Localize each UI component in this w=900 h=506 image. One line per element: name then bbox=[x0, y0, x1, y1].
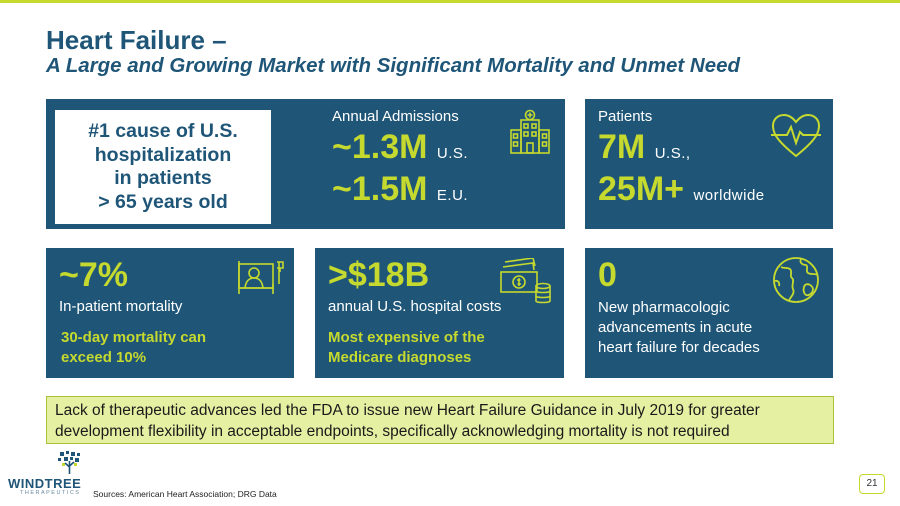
admissions-us-value: ~1.3M bbox=[332, 128, 428, 166]
admissions-us: ~1.3M U.S. bbox=[332, 129, 468, 172]
money-icon bbox=[500, 258, 551, 304]
costs-card: >$18B annual U.S. hospital costs Most ex… bbox=[315, 248, 564, 378]
patients-us-value: 7M bbox=[598, 128, 646, 166]
costs-note-line: Most expensive of the bbox=[328, 329, 485, 346]
globe-icon bbox=[773, 257, 819, 303]
windtree-logo-sub: THERAPEUTICS bbox=[20, 490, 81, 496]
mortality-card: ~7% In-patient mortality 30-day mortalit… bbox=[46, 248, 294, 378]
advancements-label: New pharmacologic advancements in acute … bbox=[598, 298, 760, 358]
patients-world-value: 25M+ bbox=[598, 170, 684, 208]
mortality-note-line: exceed 10% bbox=[61, 349, 147, 366]
admissions-eu: ~1.5M E.U. bbox=[332, 171, 468, 214]
hospital-icon bbox=[510, 109, 550, 154]
mortality-note: 30-day mortality can exceed 10% bbox=[61, 328, 206, 368]
advancements-label-line: advancements in acute bbox=[598, 319, 753, 336]
mortality-value: ~7% bbox=[59, 256, 128, 294]
page-number: 21 bbox=[859, 474, 885, 494]
patients-label: Patients bbox=[598, 108, 653, 125]
admissions-eu-value: ~1.5M bbox=[332, 170, 428, 208]
patients-card: Patients 7M U.S., 25M+ worldwide bbox=[585, 99, 833, 229]
mortality-label: In-patient mortality bbox=[59, 298, 183, 315]
callout-line: #1 cause of U.S. bbox=[88, 120, 238, 142]
callout-line: in patients bbox=[114, 167, 212, 189]
costs-note-line: Medicare diagnoses bbox=[328, 349, 472, 366]
callout-line: hospitalization bbox=[94, 143, 232, 166]
advancements-label-line: New pharmacologic bbox=[598, 299, 730, 316]
advancements-value: 0 bbox=[598, 256, 617, 294]
patients-us: 7M U.S., bbox=[598, 129, 691, 172]
mortality-note-line: 30-day mortality can bbox=[61, 329, 207, 346]
fda-guidance-note: Lack of therapeutic advances led the FDA… bbox=[46, 396, 834, 444]
admissions-us-unit: U.S. bbox=[436, 145, 469, 162]
top-cause-callout: #1 cause of U.S. hospitalization in pati… bbox=[55, 110, 271, 224]
sources-note: Sources: American Heart Association; DRG… bbox=[93, 489, 277, 499]
heart-pulse-icon bbox=[771, 113, 821, 158]
admissions-label: Annual Admissions bbox=[332, 108, 459, 125]
patients-world: 25M+ worldwide bbox=[598, 171, 765, 214]
callout-line: > 65 years old bbox=[98, 190, 228, 213]
admissions-card: #1 cause of U.S. hospitalization in pati… bbox=[46, 99, 565, 229]
page-subtitle: A Large and Growing Market with Signific… bbox=[46, 54, 741, 77]
costs-note: Most expensive of the Medicare diagnoses bbox=[328, 328, 485, 368]
costs-label: annual U.S. hospital costs bbox=[328, 298, 502, 315]
page-title: Heart Failure – bbox=[46, 25, 227, 55]
patient-bed-icon bbox=[238, 261, 284, 294]
admissions-eu-unit: E.U. bbox=[436, 187, 469, 204]
patients-us-unit: U.S., bbox=[654, 145, 691, 162]
windtree-logo-mark bbox=[58, 451, 80, 474]
windtree-logo-name: WINDTREE bbox=[8, 476, 82, 491]
patients-world-unit: worldwide bbox=[693, 187, 765, 204]
costs-value: >$18B bbox=[328, 256, 430, 294]
advancements-label-line: heart failure for decades bbox=[598, 339, 760, 356]
advancements-card: 0 New pharmacologic advancements in acut… bbox=[585, 248, 833, 378]
top-accent-bar bbox=[0, 0, 900, 3]
fda-note-line: Lack of therapeutic advances led the FDA… bbox=[55, 402, 760, 419]
fda-note-line: development flexibility in acceptable en… bbox=[55, 423, 730, 440]
